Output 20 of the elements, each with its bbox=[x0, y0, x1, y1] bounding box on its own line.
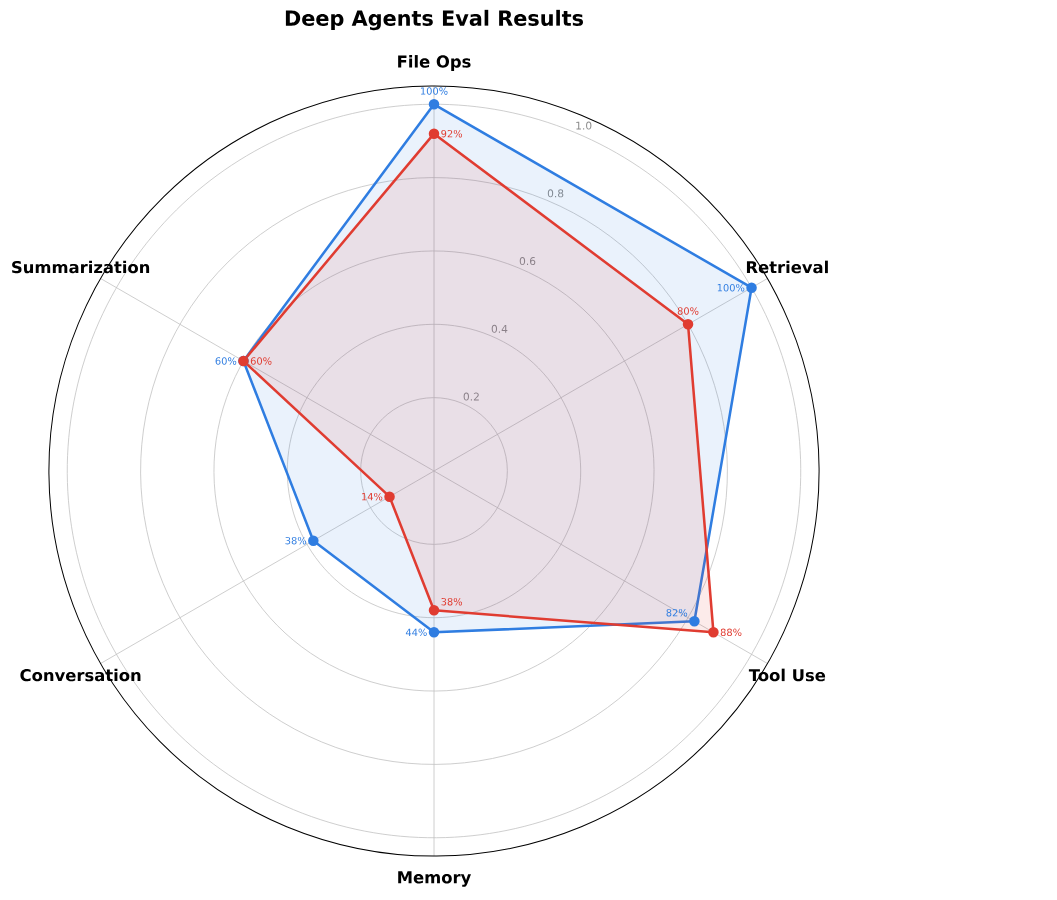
data-label: 60% bbox=[250, 357, 272, 365]
y-tick-label: 1.0 bbox=[576, 121, 592, 130]
data-label: 100% bbox=[717, 283, 745, 292]
data-label: 38% bbox=[285, 536, 307, 545]
spoke-label: Memory bbox=[398, 871, 471, 887]
data-label: 60% bbox=[215, 357, 237, 365]
chart-title: Deep Agents Eval Results bbox=[285, 9, 584, 31]
data-label: 100% bbox=[420, 87, 448, 95]
data-label: 80% bbox=[677, 307, 699, 315]
y-tick-label: 0.8 bbox=[547, 189, 564, 198]
data-label: 44% bbox=[405, 628, 427, 637]
data-label: 14% bbox=[362, 492, 383, 501]
data-label: 38% bbox=[441, 598, 463, 606]
data-label: 88% bbox=[720, 628, 742, 637]
data-label: 92% bbox=[441, 129, 463, 138]
y-tick-label: 0.6 bbox=[519, 257, 536, 266]
spoke-label: File Ops bbox=[398, 55, 471, 71]
data-label: 82% bbox=[666, 609, 688, 617]
y-tick-label: 0.2 bbox=[463, 392, 479, 401]
y-tick-label: 0.4 bbox=[491, 324, 508, 333]
